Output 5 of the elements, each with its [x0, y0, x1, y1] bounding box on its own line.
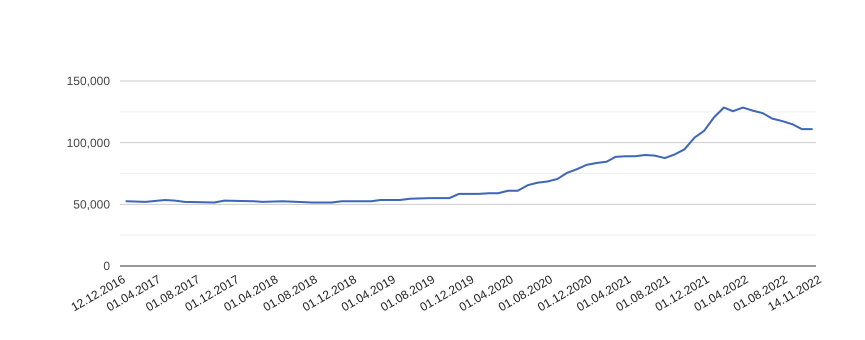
- y-tick-label: 100,000: [66, 136, 110, 150]
- y-tick-label: 0: [103, 259, 110, 274]
- line-series: [125, 106, 813, 204]
- y-tick-label: 50,000: [73, 198, 110, 212]
- y-tick-label: 150,000: [66, 74, 110, 88]
